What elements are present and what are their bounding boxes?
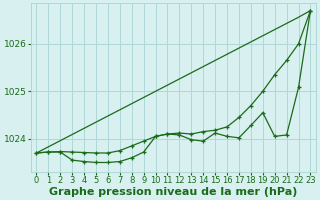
X-axis label: Graphe pression niveau de la mer (hPa): Graphe pression niveau de la mer (hPa) [49,187,298,197]
